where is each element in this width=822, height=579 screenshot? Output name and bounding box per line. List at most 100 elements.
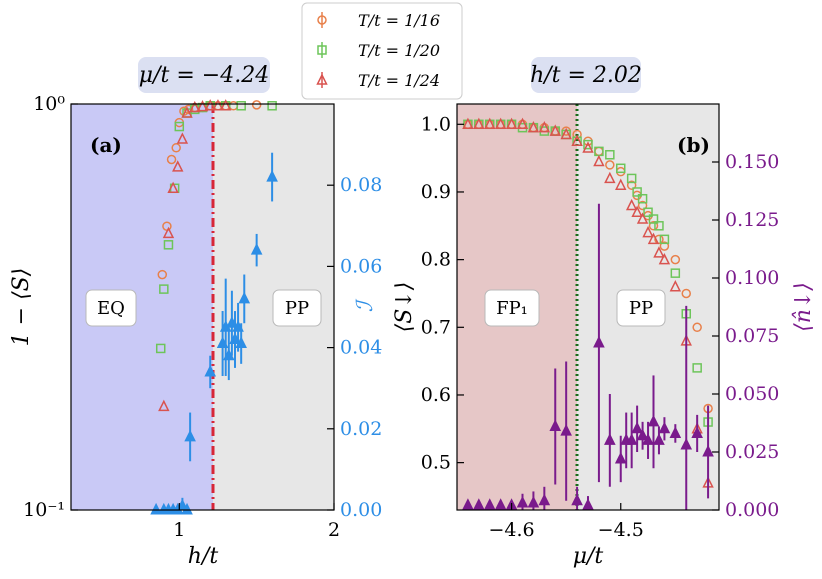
data-point-t-t-1-24 (647, 232, 660, 245)
legend-box (301, 2, 463, 100)
y2-tick-label: 0.04 (340, 337, 382, 359)
data-point-t-t-1-20 (670, 268, 681, 278)
data-point-t-t-1-16 (157, 269, 168, 280)
data-point-t-t-1-24 (516, 117, 529, 130)
param-label-box (531, 57, 641, 93)
data-point-t-t-1-24 (631, 205, 643, 218)
data-point-t-t-1-24 (593, 154, 605, 167)
legend: T/t = 1/16 T/t = 1/20 T/t = 1/24 (301, 2, 463, 100)
data-point-t-t-1-16 (171, 143, 181, 153)
y-tick-label: 0.6 (421, 384, 451, 406)
legend-marker-triangle (316, 73, 328, 85)
y2-axis-label: ⟨n̂↓⟩ (791, 282, 816, 332)
data-point-i (250, 243, 263, 255)
data-point-t-t-1-24 (212, 99, 224, 111)
data-point-t-t-1-16 (659, 241, 670, 251)
x-tick-label: −4.5 (598, 519, 644, 541)
data-point-t-t-1-24 (636, 212, 649, 224)
x-tick-label: −4.6 (489, 519, 535, 541)
data-point-n- (631, 421, 643, 434)
data-point-t-t-1-24 (204, 99, 216, 111)
data-point-n- (593, 335, 605, 348)
y-axis-label: 1 − ⟨S⟩ (9, 268, 34, 347)
data-point-n- (642, 433, 654, 445)
region-label-pp: PP (629, 298, 653, 319)
region-label-fp: FP₁ (496, 298, 528, 319)
data-point-n- (494, 498, 507, 510)
data-point-n- (462, 498, 474, 510)
data-point-t-t-1-24 (653, 246, 665, 258)
x-axis-label: μ/t (573, 544, 604, 569)
data-point-n- (636, 428, 649, 441)
region-label-box-fp (484, 289, 540, 327)
data-point-t-t-1-16 (654, 234, 664, 245)
y-tick-label: 0.8 (421, 249, 451, 271)
data-point-t-t-1-20 (626, 173, 637, 184)
data-point-t-t-1-24 (582, 141, 594, 153)
data-point-t-t-1-24 (473, 117, 485, 130)
data-point-t-t-1-24 (538, 121, 551, 133)
data-point-t-t-1-16 (605, 160, 615, 170)
data-point-t-t-1-20 (583, 139, 593, 150)
region-label-eq: EQ (97, 298, 125, 319)
data-point-t-t-1-16 (166, 154, 177, 165)
data-point-t-t-1-24 (669, 280, 682, 292)
panel-b-tag: (b) (677, 133, 710, 157)
data-point-n- (582, 498, 594, 510)
y-tick-label: 1.0 (421, 113, 451, 135)
y2-tick-label: 0.08 (340, 174, 382, 196)
data-point-n- (653, 433, 665, 445)
data-point-t-t-1-20 (236, 101, 246, 111)
data-point-t-t-1-24 (484, 117, 496, 130)
legend-entry-3: T/t = 1/24 (358, 71, 440, 90)
data-point-t-t-1-24 (527, 121, 540, 133)
data-point-t-t-1-24 (181, 106, 193, 118)
data-point-n- (680, 437, 693, 450)
param-label: μ/t = −4.24 (139, 63, 269, 88)
data-point-t-t-1-20 (648, 214, 659, 224)
y2-tick-label: 0.000 (725, 499, 779, 521)
data-point-n- (604, 433, 616, 445)
y2-tick-label: 0.025 (725, 441, 779, 463)
y2-tick-label: 0.06 (340, 255, 382, 277)
data-point-n- (560, 424, 572, 436)
data-point-n- (527, 495, 540, 508)
data-point-t-t-1-24 (642, 225, 654, 238)
data-point-n- (669, 426, 682, 438)
data-point-n- (658, 421, 671, 434)
data-point-t-t-1-20 (654, 221, 664, 231)
data-point-i (181, 502, 193, 515)
region-label-box-pp (272, 289, 322, 327)
data-point-n- (571, 493, 583, 506)
data-point-t-t-1-20 (632, 187, 642, 197)
panel-a-axes: 1 2 10⁰ 10⁻¹ 0.00 0.02 0.04 0.06 0.08 (23, 93, 382, 541)
data-point-t-t-1-24 (219, 99, 232, 111)
data-point-t-t-1-16 (692, 322, 702, 333)
data-point-i (150, 502, 162, 515)
data-point-n- (647, 414, 660, 427)
y-tick-label: 0.9 (421, 181, 451, 203)
data-point-t-t-1-24 (505, 117, 518, 130)
data-point-i (204, 364, 217, 377)
y-tick-label: 10⁻¹ (23, 499, 65, 521)
data-point-t-t-1-24 (167, 181, 179, 194)
data-point-t-t-1-20 (267, 101, 277, 111)
legend-markers (316, 12, 328, 88)
data-point-t-t-1-24 (571, 134, 583, 146)
data-point-i (184, 429, 196, 442)
panel-a-marks (150, 99, 278, 515)
y2-tick-label: 0.050 (725, 383, 779, 405)
data-point-t-t-1-24 (658, 252, 671, 265)
y2-tick-label: 0.00 (340, 499, 382, 521)
param-label-box (138, 57, 270, 93)
data-point-t-t-1-16 (637, 200, 648, 211)
data-point-t-t-1-24 (172, 160, 184, 172)
data-point-t-t-1-20 (155, 343, 166, 354)
legend-marker-square (317, 45, 327, 55)
data-point-t-t-1-24 (625, 198, 638, 211)
data-point-t-t-1-20 (174, 121, 185, 132)
data-point-t-t-1-20 (616, 163, 626, 174)
x-axis-label: h/t (188, 544, 219, 569)
